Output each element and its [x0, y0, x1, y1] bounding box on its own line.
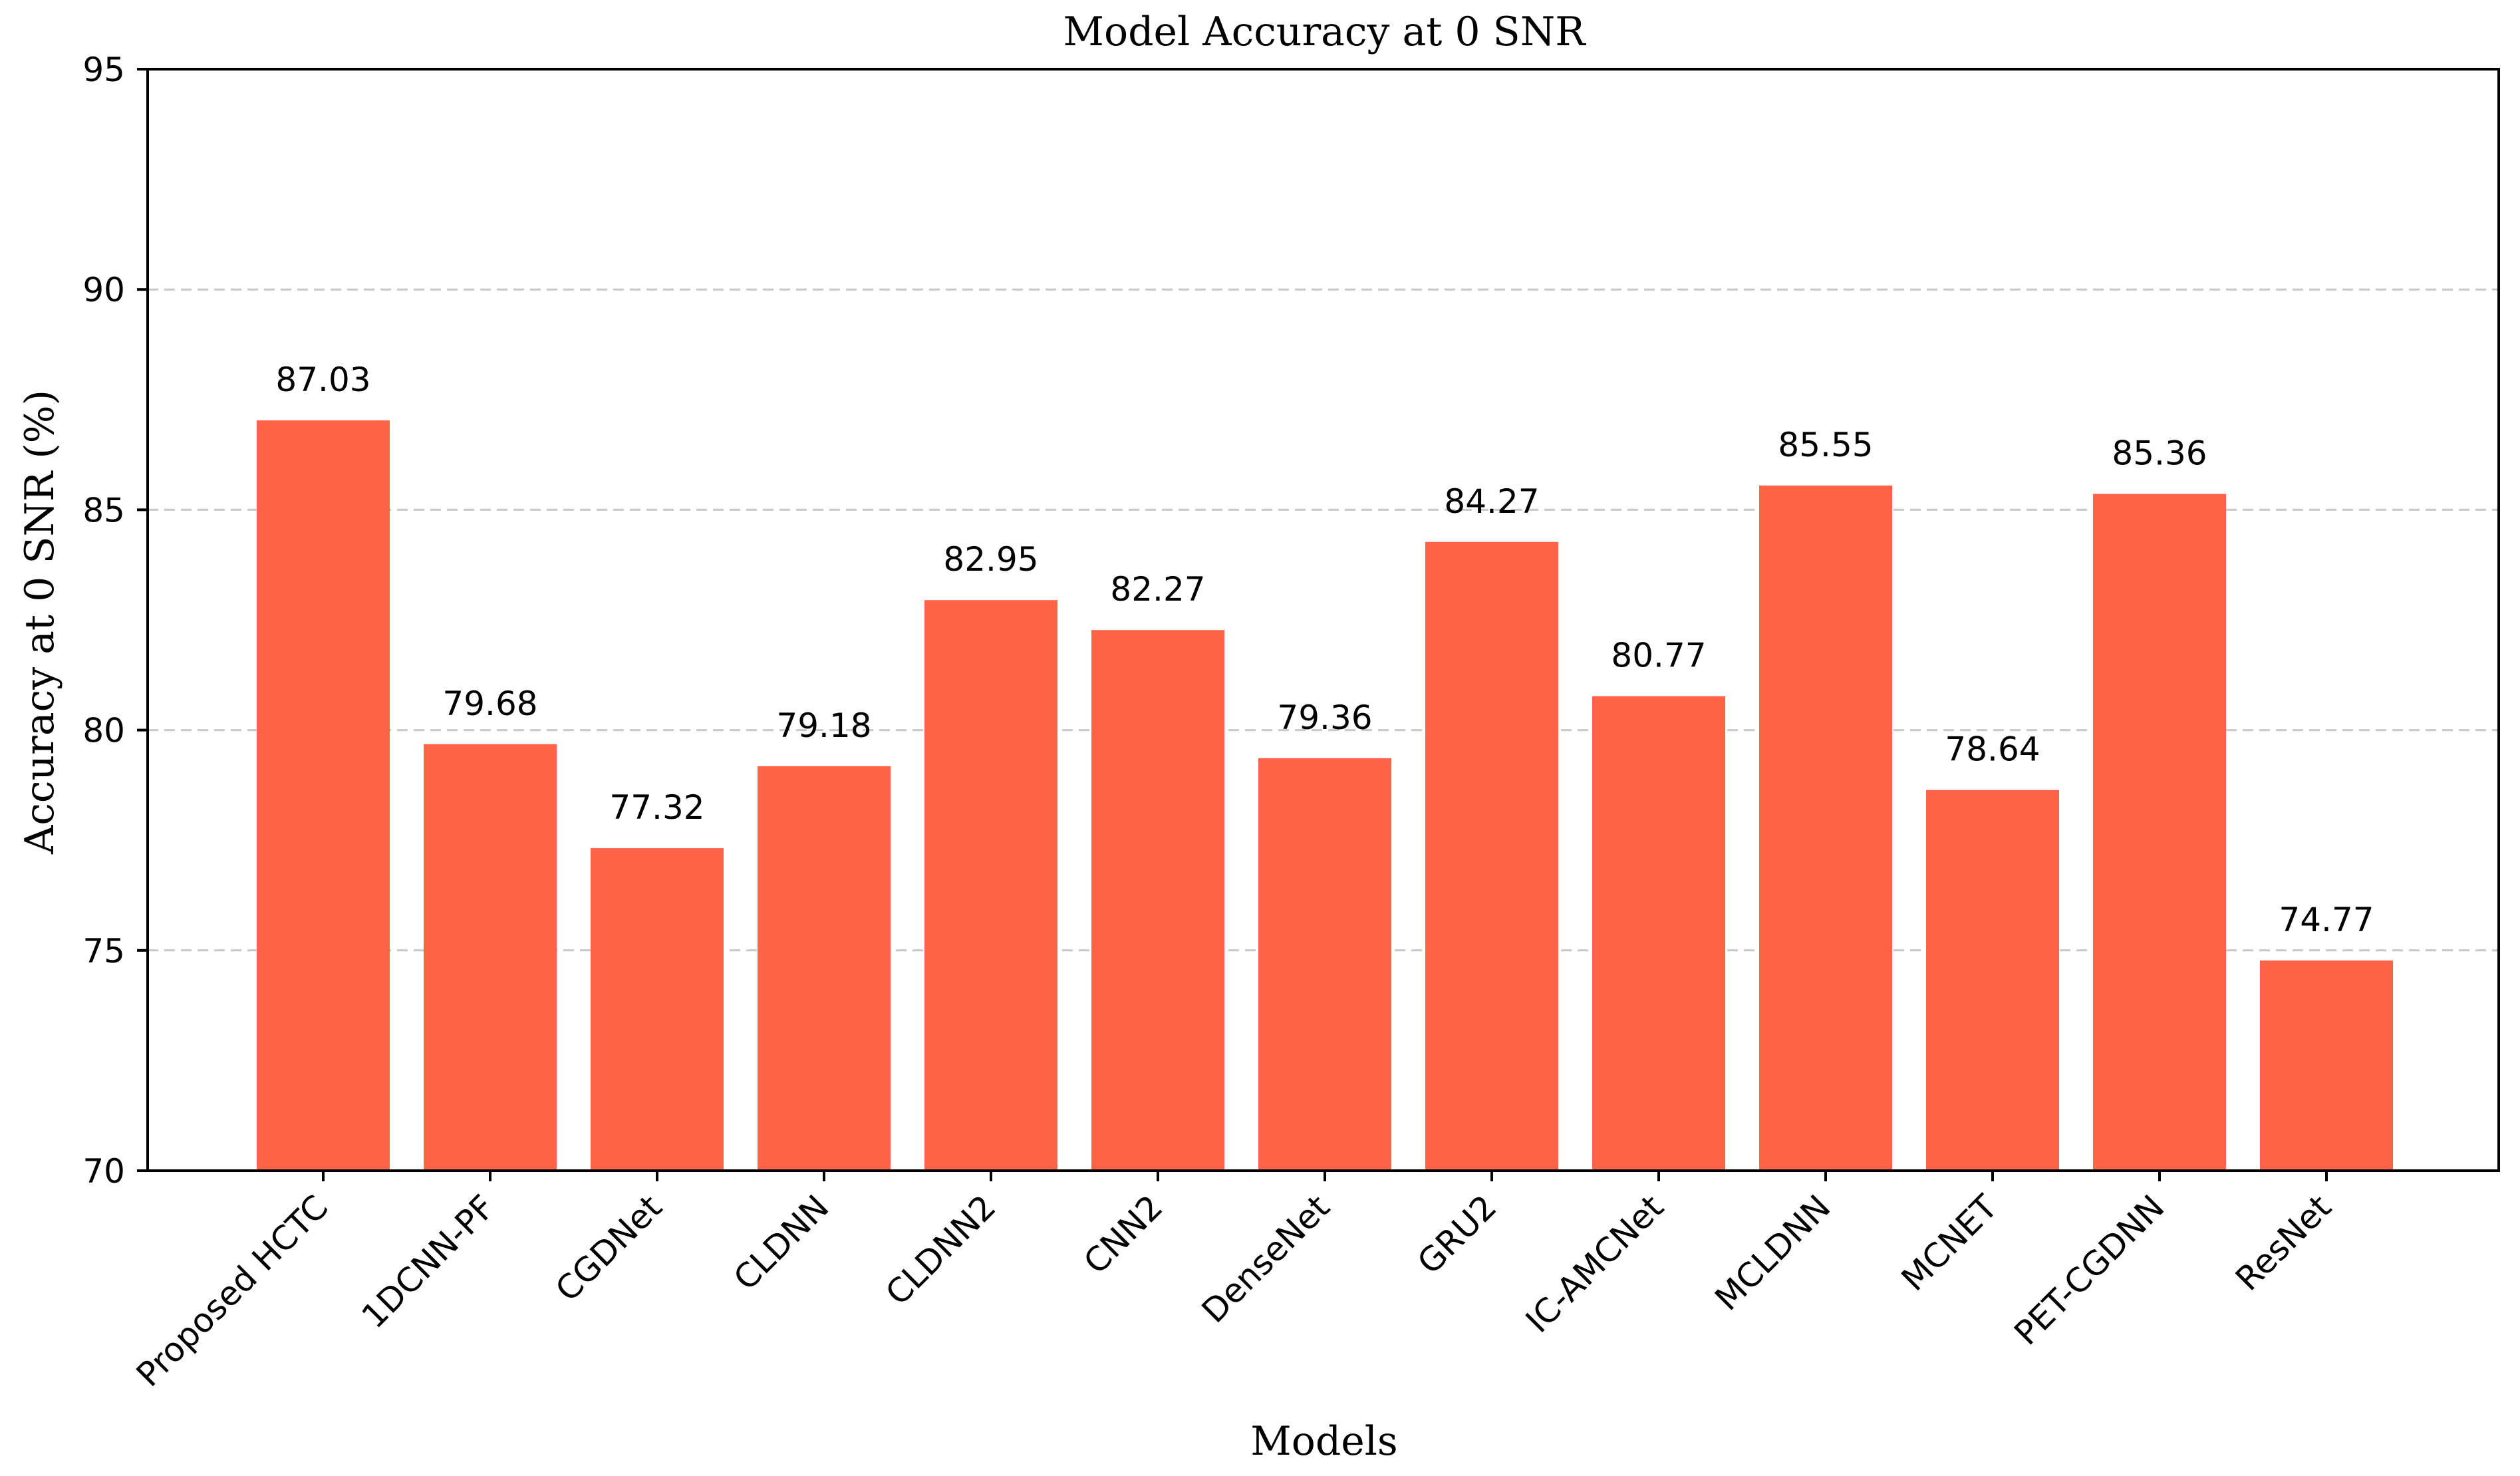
plot-frame	[146, 68, 2500, 1172]
y-tick-label: 85	[82, 491, 125, 529]
y-tick-label: 80	[82, 712, 125, 750]
bar-value-label: 84.27	[1444, 482, 1539, 521]
y-tick-label: 90	[82, 271, 125, 309]
x-tick-label: Proposed HCTC	[129, 1187, 336, 1394]
bar-densenet	[1258, 758, 1391, 1171]
y-axis-label: Accuracy at 0 SNR (%)	[17, 390, 63, 855]
bar-resnet	[2260, 960, 2393, 1171]
chart-title: Model Accuracy at 0 SNR	[1063, 9, 1587, 55]
y-axis: 70 75 80 85 90 95	[82, 51, 148, 1191]
bar-value-label: 82.95	[943, 540, 1038, 579]
bar-cldnn2	[924, 600, 1057, 1171]
x-tick-label: 1DCNN-PF	[354, 1187, 503, 1336]
y-tick-label: 70	[82, 1152, 125, 1191]
bar-mcnet	[1926, 790, 2059, 1171]
bar-value-label: 82.27	[1110, 570, 1205, 609]
bar-cnn2	[1091, 630, 1224, 1171]
x-tick-label: MCLDNN	[1707, 1187, 1838, 1318]
bar-value-label: 80.77	[1611, 637, 1706, 675]
bar-value-label: 85.36	[2112, 434, 2207, 473]
x-axis-label: Models	[1250, 1418, 1397, 1465]
bar-gru2	[1425, 541, 1558, 1171]
bar-value-label: 87.03	[275, 361, 370, 399]
x-tick-label: CLDNN2	[878, 1187, 1003, 1312]
x-tick-label: IC-AMCNet	[1518, 1187, 1671, 1340]
bar-value-label: 77.32	[609, 788, 704, 827]
bar-cgdnet	[591, 848, 724, 1171]
bar-value-labels: 87.03 79.68 77.32 79.18 82.95 82.27 79.36 84.27…	[275, 361, 2374, 939]
x-tick-label: CNN2	[1076, 1187, 1170, 1281]
x-tick-label: GRU2	[1410, 1187, 1504, 1281]
bar-cldnn	[758, 766, 891, 1171]
bar-1dcnn-pf	[424, 744, 557, 1171]
bar-value-label: 79.18	[776, 706, 871, 745]
y-tick-label: 95	[82, 51, 125, 89]
bar-ic-amcnet	[1592, 696, 1725, 1171]
bar-value-label: 78.64	[1945, 730, 2040, 769]
bar-mcldnn	[1759, 485, 1892, 1171]
x-tick-label: PET-CGDNN	[2007, 1187, 2172, 1352]
bar-value-label: 74.77	[2279, 901, 2374, 939]
bar-proposed-hctc	[257, 420, 390, 1171]
x-tick-label: MCNET	[1894, 1187, 2005, 1298]
y-tick-label: 75	[82, 932, 125, 970]
bar-value-label: 85.55	[1778, 426, 1873, 464]
x-tick-label: CGDNet	[548, 1187, 669, 1308]
x-axis: Proposed HCTC 1DCNN-PF CGDNet CLDNN CLDNN2 CN…	[129, 1171, 2338, 1394]
x-tick-label: CLDNN	[726, 1187, 837, 1298]
x-tick-label: ResNet	[2228, 1187, 2338, 1298]
bar-value-label: 79.36	[1277, 698, 1372, 737]
bar-value-label: 79.68	[442, 684, 537, 723]
x-tick-label: DenseNet	[1194, 1187, 1337, 1330]
bars	[257, 420, 2393, 1171]
bar-pet-cgdnn	[2093, 494, 2226, 1171]
